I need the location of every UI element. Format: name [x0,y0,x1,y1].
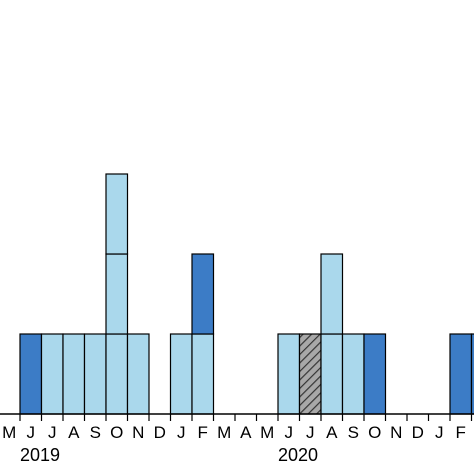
year-label: 2020 [278,445,318,465]
bar-segment-light [126,333,150,415]
bar-segment-light [341,333,365,415]
bars-layer [19,173,474,415]
bar-segment-dark [470,333,474,415]
month-tick-label: J [306,423,315,442]
year-labels: 2019 2020 [20,445,318,465]
month-tick-label: J [27,423,36,442]
month-tick-label: A [68,423,80,442]
year-label: 2019 [20,445,60,465]
month-tick-label: J [177,423,186,442]
month-tick-label: S [90,423,101,442]
month-tick-label: D [412,423,424,442]
month-tick-label: O [110,423,123,442]
bar-segment-hatch [298,333,322,415]
month-tick-label: M [217,423,231,442]
x-axis-ticks [19,414,473,421]
bar-segment-light [40,333,64,415]
month-tick-label: N [132,423,144,442]
bar-segment-light [320,333,344,415]
bar-segment-light [105,173,129,255]
bar-segment-dark [449,333,473,415]
month-labels: MJJASONDJFMAMJJASONDJFM [2,423,466,442]
month-tick-label: M [260,423,274,442]
month-tick-label: F [198,423,208,442]
month-tick-label: J [435,423,444,442]
month-tick-label: M [2,423,16,442]
bar-segment-dark [19,333,43,415]
month-tick-label: A [326,423,338,442]
bar-segment-light [169,333,193,415]
month-tick-label: O [368,423,381,442]
month-tick-label: J [285,423,294,442]
bar-segment-light [277,333,301,415]
month-tick-label: S [348,423,359,442]
month-tick-label: F [456,423,466,442]
month-tick-label: D [154,423,166,442]
bar-segment-light [320,253,344,335]
bar-segment-light [191,333,215,415]
bar-segment-light [105,333,129,415]
bar-segment-dark [363,333,387,415]
month-tick-label: A [240,423,252,442]
month-tick-label: J [48,423,57,442]
bar-segment-light [62,333,86,415]
bar-segment-dark [191,253,215,335]
bar-segment-light [83,333,107,415]
month-tick-label: N [390,423,402,442]
bar-segment-light [105,253,129,335]
